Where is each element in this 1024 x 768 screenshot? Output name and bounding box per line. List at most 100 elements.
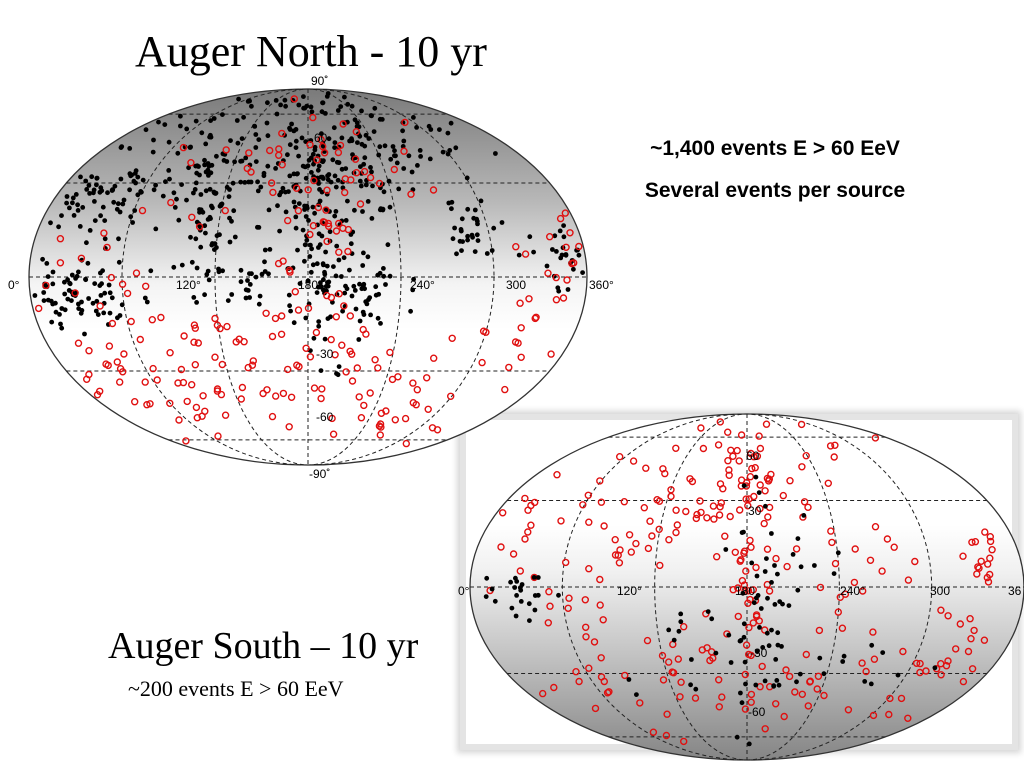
- south-ytick-60: 60: [746, 449, 760, 463]
- north-event-dot: [310, 204, 316, 210]
- south-event-circle: [885, 710, 893, 719]
- south-event-dot: [869, 642, 875, 648]
- south-event-circle: [655, 497, 664, 505]
- north-event-circle: [180, 332, 188, 340]
- south-event-circle: [553, 471, 561, 479]
- north-event-dot: [205, 161, 211, 166]
- south-event-circle: [597, 654, 605, 662]
- south-event-circle: [565, 594, 573, 602]
- north-event-dot: [309, 109, 315, 115]
- north-event-circle: [401, 414, 410, 423]
- north-event-circle: [127, 317, 135, 326]
- north-event-circle: [138, 206, 147, 215]
- north-event-circle: [306, 230, 314, 239]
- north-event-circle: [390, 165, 398, 174]
- north-event-circle: [332, 313, 340, 321]
- north-event-dot: [247, 282, 253, 287]
- north-event-dot: [89, 174, 95, 180]
- south-event-dot: [790, 552, 796, 557]
- north-event-circle: [324, 222, 333, 231]
- north-event-dot: [75, 202, 80, 208]
- north-event-dot: [119, 302, 125, 308]
- north-event-circle: [104, 361, 112, 370]
- north-event-dot: [360, 209, 365, 214]
- north-event-dot: [580, 270, 585, 275]
- north-event-dot: [321, 262, 326, 268]
- north-event-circle: [514, 339, 522, 347]
- north-event-dot: [316, 181, 321, 186]
- north-event-dot: [401, 138, 407, 144]
- north-event-dot: [352, 117, 358, 123]
- north-event-dot: [300, 227, 306, 233]
- north-event-dot: [249, 271, 254, 277]
- south-event-circle: [644, 544, 653, 553]
- north-event-circle: [355, 393, 363, 401]
- north-event-dot: [561, 223, 566, 229]
- north-event-dot: [102, 218, 108, 224]
- north-event-circle: [352, 127, 360, 136]
- north-event-circle: [291, 288, 299, 296]
- north-event-dot: [355, 140, 360, 146]
- south-event-circle: [682, 507, 690, 516]
- north-event-circle: [430, 354, 438, 362]
- south-event-circle: [672, 528, 680, 537]
- south-event-circle: [731, 548, 739, 556]
- north-event-circle: [183, 397, 191, 406]
- north-event-circle: [284, 216, 292, 225]
- north-event-dot: [167, 176, 172, 182]
- south-event-circle: [527, 521, 535, 529]
- south-event-circle: [575, 677, 583, 686]
- north-event-dot: [342, 94, 347, 100]
- south-event-dot: [742, 659, 748, 665]
- north-event-dot: [348, 232, 354, 237]
- north-event-circle: [304, 304, 313, 312]
- south-xtick-0: 0°: [458, 584, 470, 598]
- south-event-circle: [871, 434, 880, 442]
- north-event-circle: [323, 237, 331, 246]
- south-event-circle: [603, 689, 612, 697]
- north-event-dot: [308, 242, 313, 248]
- north-event-circle: [123, 289, 132, 298]
- south-event-dot: [535, 575, 541, 580]
- north-event-circle: [429, 186, 438, 194]
- north-event-dot: [353, 306, 359, 312]
- south-xtick-300: 300: [930, 584, 950, 598]
- north-event-circle: [575, 242, 583, 251]
- north-event-dot: [338, 104, 344, 109]
- south-event-circle: [750, 453, 758, 461]
- north-event-circle: [532, 313, 540, 321]
- north-event-dot: [135, 192, 141, 198]
- north-event-circle: [366, 389, 374, 397]
- north-event-circle: [278, 129, 286, 138]
- north-event-dot: [262, 247, 268, 253]
- south-event-circle: [676, 693, 684, 701]
- north-event-circle: [423, 374, 431, 382]
- north-event-dot: [62, 291, 68, 297]
- north-event-dot: [166, 139, 172, 145]
- south-event-dot: [932, 665, 938, 671]
- north-event-dot: [349, 136, 354, 142]
- north-event-dot: [243, 295, 249, 301]
- north-event-circle: [352, 168, 361, 177]
- north-event-circle: [376, 431, 384, 439]
- south-event-dot: [671, 637, 677, 643]
- north-event-dot: [65, 277, 70, 283]
- north-event-circle: [243, 164, 252, 173]
- north-event-dot: [110, 187, 115, 193]
- north-event-circle: [77, 254, 86, 262]
- north-event-dot: [184, 126, 190, 132]
- north-event-dot: [212, 241, 218, 247]
- south-event-dot: [862, 679, 868, 684]
- north-event-dot: [410, 287, 416, 293]
- north-event-dot: [296, 102, 302, 108]
- north-event-circle: [328, 414, 336, 423]
- north-event-dot: [427, 156, 433, 162]
- north-event-dot: [323, 111, 328, 116]
- south-event-circle: [725, 471, 733, 479]
- north-event-dot: [440, 149, 446, 155]
- north-event-dot: [445, 130, 451, 136]
- north-event-dot: [207, 186, 213, 192]
- north-event-dot: [319, 131, 324, 137]
- north-event-dot: [332, 140, 338, 146]
- north-event-circle: [314, 203, 323, 212]
